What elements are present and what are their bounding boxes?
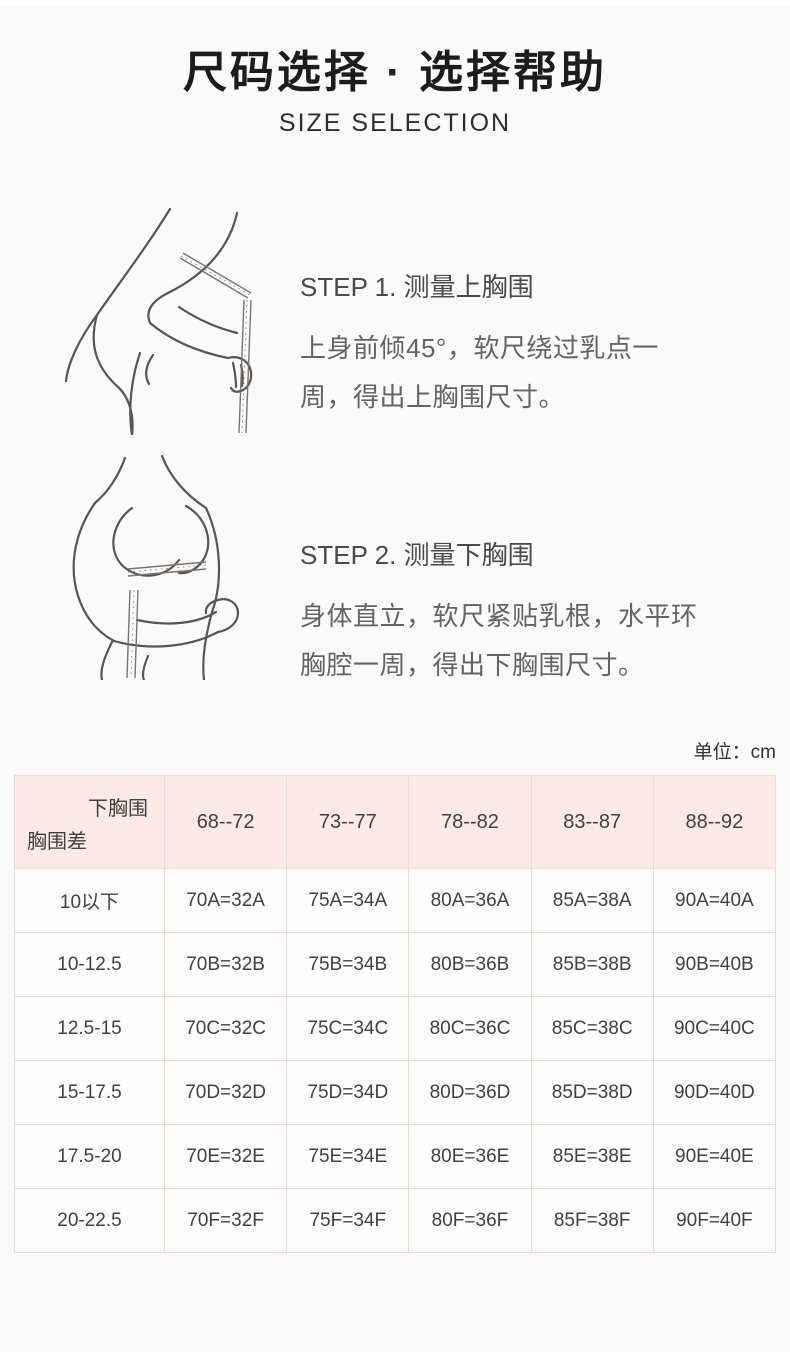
size-table-body: 10以下 70A=32A 75A=34A 80A=36A 85A=38A 90A=40A 1…: [14, 868, 777, 1253]
size-table: 下胸围 胸围差 68--72 73--77 78--82 83--87 88--92 1…: [14, 775, 777, 1253]
size-cell: 80C=36C: [408, 996, 532, 1061]
table-row: 17.5-20 70E=32E 75E=34E 80E=36E 85E=38E 90E=4…: [14, 1124, 777, 1189]
size-cell: 70A=32A: [163, 868, 288, 933]
size-cell: 70B=32B: [163, 932, 288, 997]
bust-range-header: 78--82: [408, 775, 532, 869]
bust-range-header: 68--72: [163, 775, 288, 869]
size-cell: 90C=40C: [652, 996, 777, 1061]
size-cell: 85D=38D: [530, 1060, 654, 1125]
size-cell: 90E=40E: [652, 1124, 777, 1189]
size-cell: 90F=40F: [652, 1188, 777, 1253]
size-cell: 80B=36B: [408, 932, 532, 997]
size-cell: 75B=34B: [286, 932, 410, 997]
bottom-divider: [0, 1352, 790, 1360]
top-divider: [0, 0, 790, 6]
size-table-header-row: 下胸围 胸围差 68--72 73--77 78--82 83--87 88--92: [14, 775, 777, 869]
step-2-text: STEP 2. 测量下胸围 身体直立，软尺紧贴乳根，水平环胸腔一周，得出下胸围尺…: [300, 535, 708, 690]
page-title: 尺码选择 · 选择帮助: [182, 48, 608, 97]
size-cell: 70F=32F: [163, 1188, 288, 1253]
title-block: 尺码选择 · 选择帮助 SIZE SELECTION: [0, 48, 790, 138]
step-1-heading: STEP 1. 测量上胸围: [300, 272, 534, 302]
size-cell: 75A=34A: [286, 868, 410, 933]
corner-label-underbust: 下胸围: [88, 798, 148, 820]
step-2-body: 身体直立，软尺紧贴乳根，水平环胸腔一周，得出下胸围尺寸。: [300, 601, 698, 680]
step-1-body: 上身前倾45°，软尺绕过乳点一周，得出上胸围尺寸。: [300, 333, 659, 412]
diff-range-label: 10-12.5: [14, 932, 165, 997]
size-cell: 70E=32E: [163, 1124, 288, 1189]
bust-range-header: 83--87: [530, 775, 654, 869]
corner-label-diff: 胸围差: [27, 831, 87, 853]
table-row: 12.5-15 70C=32C 75C=34C 80C=36C 85C=38C 90C=4…: [14, 996, 777, 1061]
size-cell: 75E=34E: [286, 1124, 410, 1189]
diff-range-label: 15-17.5: [14, 1060, 165, 1125]
step-1-text: STEP 1. 测量上胸围 上身前倾45°，软尺绕过乳点一周，得出上胸围尺寸。: [300, 267, 708, 422]
size-cell: 80F=36F: [408, 1188, 532, 1253]
size-cell: 90A=40A: [652, 868, 777, 933]
unit-label: 单位：cm: [693, 742, 776, 763]
size-cell: 75D=34D: [286, 1060, 410, 1125]
diff-range-label: 17.5-20: [14, 1124, 165, 1189]
size-cell: 85A=38A: [530, 868, 654, 933]
size-cell: 75C=34C: [286, 996, 410, 1061]
bust-range-header: 73--77: [286, 775, 410, 869]
diff-range-label: 20-22.5: [14, 1188, 165, 1253]
table-row: 10-12.5 70B=32B 75B=34B 80B=36B 85B=38B 90B=4…: [14, 932, 777, 997]
size-cell: 85B=38B: [530, 932, 654, 997]
table-row: 20-22.5 70F=32F 75F=34F 80F=36F 85F=38F 90F=4…: [14, 1188, 777, 1253]
measuring-tape-icon: [126, 561, 207, 679]
size-cell: 85E=38E: [530, 1124, 654, 1189]
diff-range-label: 10以下: [14, 868, 165, 933]
corner-header-cell: 下胸围 胸围差: [14, 775, 165, 869]
size-cell: 80A=36A: [408, 868, 532, 933]
size-cell: 85C=38C: [530, 996, 654, 1061]
size-cell: 90B=40B: [652, 932, 777, 997]
body-outline-icon: [64, 207, 253, 437]
table-row: 15-17.5 70D=32D 75D=34D 80D=36D 85D=38D 90D=4…: [14, 1060, 777, 1125]
step-2-heading: STEP 2. 测量下胸围: [300, 540, 534, 570]
size-cell: 80E=36E: [408, 1124, 532, 1189]
measure-under-bust-illustration: [40, 450, 270, 682]
page-subtitle: SIZE SELECTION: [278, 108, 512, 137]
bust-range-header: 88--92: [652, 775, 777, 869]
diff-range-label: 12.5-15: [14, 996, 165, 1061]
size-cell: 80D=36D: [408, 1060, 532, 1125]
body-outline-icon: [72, 454, 240, 682]
size-cell: 85F=38F: [530, 1188, 654, 1253]
size-cell: 70C=32C: [163, 996, 288, 1061]
table-row: 10以下 70A=32A 75A=34A 80A=36A 85A=38A 90A=40A: [14, 868, 777, 933]
measure-upper-bust-illustration: [40, 205, 270, 437]
size-cell: 70D=32D: [163, 1060, 288, 1125]
size-cell: 75F=34F: [286, 1188, 410, 1253]
size-cell: 90D=40D: [652, 1060, 777, 1125]
